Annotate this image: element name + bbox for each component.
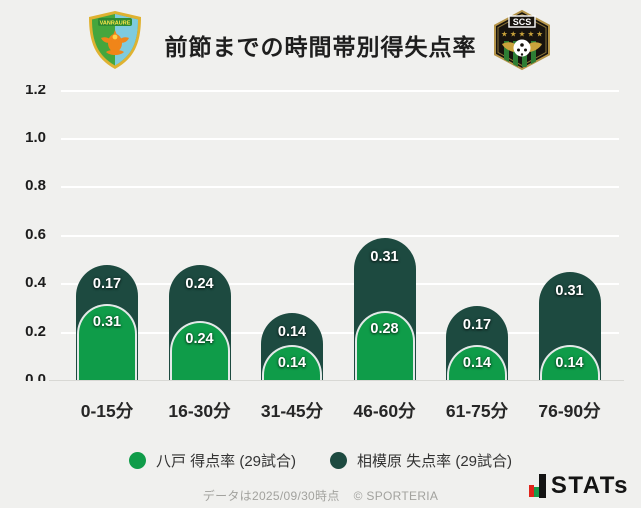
x-axis-label: 16-30分 <box>168 401 231 421</box>
legend-item: 八戸 得点率 (29試合) <box>128 450 296 471</box>
y-axis-tick-label: 0.6 <box>25 225 46 243</box>
x-axis-label: 61-75分 <box>445 401 509 421</box>
away-crest-text: SCS <box>513 17 532 27</box>
legend-label: 相模原 失点率 (29試合) <box>357 452 513 470</box>
bar-value-label-scoring: 0.24 <box>185 330 214 347</box>
y-axis-tick-label: 0.2 <box>25 322 46 340</box>
x-axis-baseline <box>49 380 624 381</box>
bar-value-label-scoring: 0.14 <box>277 355 307 372</box>
x-axis-label: 76-90分 <box>538 401 601 421</box>
bar-hachinohe-scoring <box>356 313 413 381</box>
chart-title: 前節までの時間帯別得失点率 <box>164 34 477 60</box>
gridline <box>61 138 619 140</box>
sc-sagamihara-crest-icon: SCS ★ ★ ★ ★ ★ <box>490 8 554 77</box>
brand-wordmark: STATs <box>550 472 629 499</box>
bar-hachinohe-scoring <box>79 305 135 381</box>
bar-value-label-conceding: 0.31 <box>370 249 399 266</box>
y-axis-tick-label: 0.4 <box>25 274 46 292</box>
gridline <box>61 89 619 92</box>
bar-value-label-scoring: 0.31 <box>92 313 122 330</box>
gridline <box>61 234 619 237</box>
bar-value-label-conceding: 0.17 <box>92 275 122 292</box>
bar-value-label-scoring: 0.14 <box>462 355 492 372</box>
x-axis: 0-15分 16-30分 31-45分 46-60分 61-75分 76-90分 <box>0 398 641 424</box>
bar-value-label-scoring: 0.14 <box>555 355 584 372</box>
plot-area: 0.0 0.2 0.4 0.6 0.8 1.0 1.2 0.17 0.31 0.24 0.24 0.1… <box>0 85 641 381</box>
home-crest-text: VANRAURE <box>100 21 131 27</box>
bar-hachinohe-scoring <box>171 322 228 381</box>
header: VANRAURE 前節までの時間帯別得失点率 <box>0 0 641 80</box>
gridline <box>61 283 619 286</box>
copyright-text: © SPORTERIA <box>353 489 439 503</box>
bar-value-label-scoring: 0.28 <box>370 321 399 338</box>
gridline <box>61 186 619 189</box>
legend: 八戸 得点率 (29試合) 相模原 失点率 (29試合) <box>0 448 641 472</box>
bar-value-label-conceding: 0.24 <box>185 275 214 292</box>
legend-label: 八戸 得点率 (29試合) <box>155 452 296 470</box>
y-axis-tick-label: 0.0 <box>25 371 46 381</box>
y-axis-tick-label: 0.8 <box>25 177 46 195</box>
legend-swatch-icon <box>128 451 146 469</box>
legend-item: 相模原 失点率 (29試合) <box>330 450 512 471</box>
x-axis-label: 0-15分 <box>80 401 134 421</box>
y-axis-tick-label: 1.0 <box>25 129 46 146</box>
bar-chart-icon <box>528 474 546 498</box>
legend-swatch-icon <box>330 451 347 469</box>
stats-brand: STATs <box>528 472 629 499</box>
bar-hachinohe-scoring <box>541 347 598 381</box>
bar-value-label-conceding: 0.14 <box>277 324 307 341</box>
footer-note: データは2025/09/30時点 © SPORTERIA <box>0 487 641 504</box>
x-axis-label: 31-45分 <box>260 401 324 421</box>
y-axis-tick-label: 1.2 <box>25 85 46 98</box>
x-axis-label: 46-60分 <box>353 401 416 421</box>
data-as-of-text: データは2025/09/30時点 <box>202 489 340 503</box>
bar-value-label-conceding: 0.17 <box>462 316 492 333</box>
away-crest-stars: ★ ★ ★ ★ ★ <box>501 30 543 39</box>
vanraure-hachinohe-crest-icon: VANRAURE <box>84 10 146 75</box>
bar-value-label-conceding: 0.31 <box>555 283 584 300</box>
gridline <box>61 331 619 334</box>
